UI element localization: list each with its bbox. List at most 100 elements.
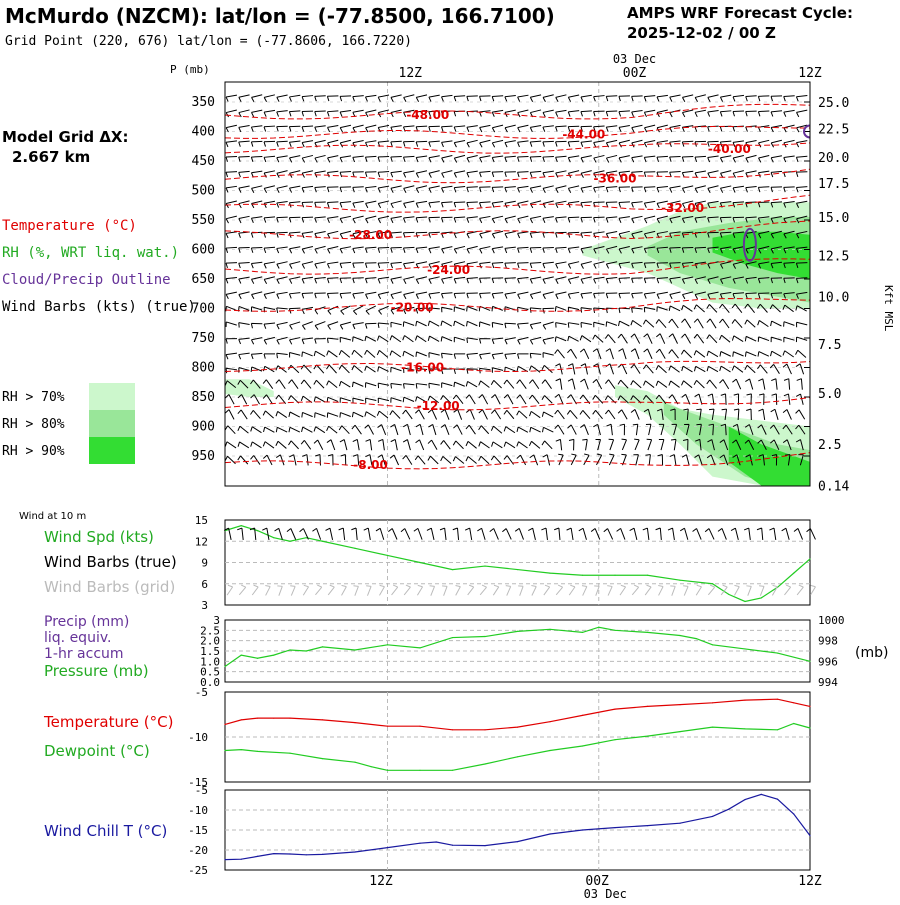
xsection-wind-barb: [795, 291, 808, 299]
pressure-tick-label: 500: [192, 184, 215, 199]
xsection-wind-barb: [327, 139, 339, 148]
rh-legend-label-90: RH > 90%: [2, 444, 65, 459]
xsection-wind-barb: [352, 155, 364, 163]
xsection-wind-barb: [757, 303, 768, 313]
wind10-barb-true: [629, 527, 638, 540]
xsection-wind-barb: [593, 216, 605, 223]
xsection-wind-barb: [567, 200, 580, 208]
xsection-wind-barb: [681, 185, 694, 193]
xsection-wind-barb: [693, 333, 705, 344]
xsection-wind-barb: [770, 139, 782, 148]
rh-legend-swatch-70: [89, 383, 135, 410]
wind10-barb-grid: [796, 584, 804, 596]
xsection-wind-barb: [289, 454, 297, 466]
xsection-wind-barb: [719, 246, 732, 254]
xsection-wind-barb: [796, 109, 808, 118]
xsection-wind-barb: [440, 395, 452, 404]
panel-ytick-label: 6: [201, 578, 208, 591]
wind10-barb-true: [769, 527, 777, 541]
xsection-wind-barb: [795, 439, 804, 451]
pressure-ytick-label: 996: [818, 655, 838, 668]
dewpoint-point: [256, 750, 259, 753]
xsection-wind-barb: [567, 155, 580, 163]
wind10-barb-true: [351, 527, 358, 541]
xsection-wind-barb: [414, 335, 427, 343]
wind10-barb-true: [477, 527, 486, 540]
pressure-point: [321, 646, 324, 648]
xsection-wind-barb: [314, 186, 326, 193]
xsection-wind-barb: [720, 276, 732, 284]
dewpoint-point: [289, 752, 291, 754]
wind10-barb-grid: [455, 584, 461, 596]
xsection-wind-barb: [402, 350, 415, 357]
xsection-wind-barb: [403, 94, 415, 103]
xsection-wind-barb: [377, 185, 390, 193]
xsection-wind-barb: [655, 364, 667, 374]
xsection-wind-barb: [593, 185, 605, 193]
wind10-barb-grid: [226, 584, 234, 596]
panel-ytick-label: 15: [195, 514, 208, 527]
wind10-barb-true: [566, 527, 574, 541]
xsection-wind-barb: [427, 335, 440, 342]
xsection-wind-barb: [605, 139, 618, 148]
xsection-wind-barb: [528, 440, 541, 449]
xsection-wind-barb: [479, 230, 491, 239]
xsection-wind-barb: [770, 408, 779, 420]
xsection-wind-barb: [288, 292, 301, 299]
xsection-wind-barb: [326, 350, 338, 358]
xsection-wind-barb: [655, 380, 668, 388]
xsection-wind-barb: [314, 321, 326, 330]
xsection-wind-barb: [313, 439, 324, 450]
dewpoint-point: [581, 745, 584, 747]
xsection-wind-barb: [415, 439, 425, 451]
xsection-wind-barb: [593, 276, 605, 284]
xsection-wind-barb: [596, 453, 603, 466]
xsection-wind-barb: [517, 185, 529, 193]
xsection-wind-barb: [618, 348, 627, 360]
windchill-point: [224, 859, 226, 861]
xsection-wind-barb: [706, 350, 719, 358]
xsection-wind-barb: [339, 439, 348, 451]
xsection-wind-barb: [669, 231, 681, 239]
xsection-wind-barb: [326, 412, 339, 418]
xsection-wind-barb: [517, 109, 529, 118]
xsection-wind-barb: [466, 305, 478, 312]
xsection-wind-barb: [377, 109, 390, 118]
xsection-wind-barb: [745, 170, 757, 178]
xsection-wind-barb: [301, 125, 314, 132]
wind10-barb-grid: [391, 584, 399, 596]
xsection-wind-barb: [605, 292, 618, 299]
xsection-wind-barb: [377, 94, 390, 102]
xsection-wind-barb: [225, 321, 237, 327]
xsection-wind-barb: [669, 140, 681, 147]
xsection-wind-barb: [782, 439, 792, 451]
windchill-point: [484, 845, 486, 847]
xsection-wind-barb: [276, 231, 288, 238]
wind10-barb-grid: [531, 585, 537, 596]
xsection-wind-barb: [453, 336, 466, 343]
xsection-wind-barb: [592, 348, 602, 360]
xsection-wind-barb: [731, 319, 743, 329]
wind10-barb-grid: [403, 584, 411, 596]
xsection-wind-barb: [694, 246, 706, 253]
precip-ytick-label: 1.5: [200, 645, 220, 658]
xsection-wind-barb: [580, 231, 592, 238]
wind-speed-point: [744, 600, 746, 603]
wind10-barb-grid: [746, 585, 752, 596]
xsection-wind-barb: [757, 351, 770, 357]
xsection-wind-barb: [580, 363, 588, 375]
xsection-wind-barb: [541, 395, 553, 404]
xsection-wind-barb: [479, 124, 491, 133]
xsection-wind-barb: [529, 454, 539, 466]
xsection-wind-barb: [364, 185, 377, 193]
wind10-barb-true: [655, 527, 662, 541]
xsection-wind-barb: [732, 216, 745, 223]
xsection-wind-barb: [238, 185, 250, 193]
kft-tick-label: 17.5: [818, 177, 849, 192]
xsection-wind-barb: [542, 216, 554, 223]
xsection-wind-barb: [314, 338, 326, 344]
xsection-wind-barb: [224, 394, 235, 405]
xsection-wind-barb: [580, 322, 592, 328]
xsection-wind-barb: [364, 322, 377, 329]
wind-speed-point: [484, 565, 486, 567]
